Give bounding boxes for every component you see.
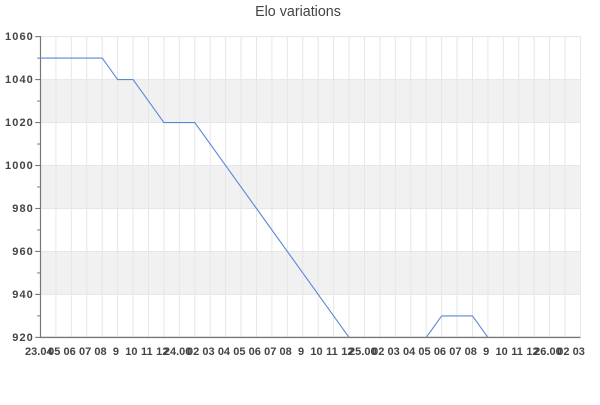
svg-text:10: 10 [125, 346, 137, 358]
svg-text:03: 03 [202, 346, 214, 358]
svg-text:07: 07 [79, 346, 91, 358]
svg-text:05: 05 [48, 346, 60, 358]
svg-text:07: 07 [264, 346, 276, 358]
svg-text:02: 02 [557, 346, 569, 358]
svg-text:9: 9 [483, 346, 489, 358]
svg-text:06: 06 [434, 346, 446, 358]
svg-text:1000: 1000 [5, 160, 34, 172]
svg-text:920: 920 [12, 332, 34, 344]
svg-text:24.00: 24.00 [164, 346, 192, 358]
svg-text:11: 11 [511, 346, 523, 358]
svg-text:26.00: 26.00 [534, 346, 562, 358]
svg-text:02: 02 [372, 346, 384, 358]
svg-text:04: 04 [218, 346, 231, 358]
svg-text:10: 10 [496, 346, 508, 358]
svg-text:25.00: 25.00 [349, 346, 377, 358]
svg-text:1020: 1020 [5, 117, 34, 129]
svg-text:03: 03 [573, 346, 585, 358]
svg-text:04: 04 [403, 346, 416, 358]
svg-text:Elo variations: Elo variations [255, 4, 341, 20]
svg-text:9: 9 [298, 346, 304, 358]
svg-text:02: 02 [187, 346, 199, 358]
svg-text:06: 06 [249, 346, 261, 358]
svg-text:12: 12 [156, 346, 168, 358]
svg-text:960: 960 [12, 246, 34, 258]
svg-text:980: 980 [12, 203, 34, 215]
svg-text:11: 11 [141, 346, 153, 358]
svg-text:23.04: 23.04 [25, 346, 53, 358]
svg-text:08: 08 [280, 346, 292, 358]
svg-text:08: 08 [465, 346, 477, 358]
svg-text:07: 07 [449, 346, 461, 358]
svg-text:11: 11 [326, 346, 338, 358]
svg-text:12: 12 [526, 346, 538, 358]
svg-text:05: 05 [418, 346, 430, 358]
svg-text:06: 06 [64, 346, 76, 358]
svg-text:1060: 1060 [5, 31, 34, 43]
svg-text:03: 03 [388, 346, 400, 358]
svg-text:10: 10 [310, 346, 322, 358]
svg-text:12: 12 [341, 346, 353, 358]
svg-text:1040: 1040 [5, 74, 34, 86]
svg-text:08: 08 [94, 346, 106, 358]
svg-text:05: 05 [233, 346, 245, 358]
svg-text:9: 9 [113, 346, 119, 358]
svg-text:940: 940 [12, 289, 34, 301]
